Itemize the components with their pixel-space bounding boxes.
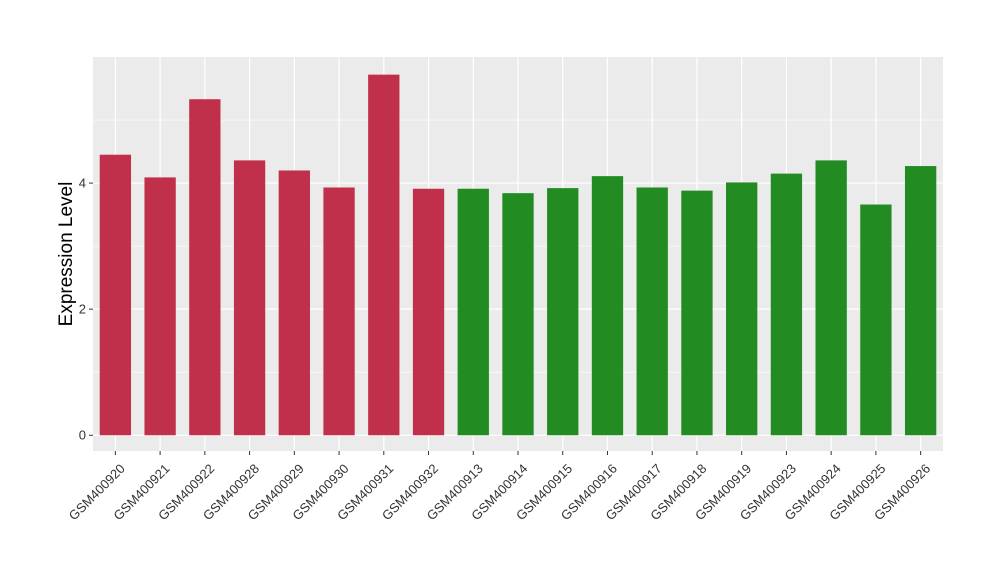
y-tick-label: 2 [79,302,86,317]
bar-GSM400929 [278,170,310,436]
bar-GSM400917 [636,187,668,436]
bars [99,74,937,436]
bar-GSM400930 [323,187,355,436]
y-tick-label: 0 [79,428,86,443]
y-axis-title: Expression Level [56,182,77,327]
bar-GSM400913 [457,188,489,436]
y-tick-label: 4 [79,176,86,191]
bar-GSM400918 [681,190,713,436]
bar-GSM400922 [189,99,221,436]
bar-GSM400920 [99,154,132,436]
bar-GSM400931 [368,74,400,436]
bar-GSM400923 [770,173,803,436]
bar-GSM400926 [904,166,937,436]
bar-GSM400932 [412,188,445,436]
bar-GSM400921 [144,177,176,436]
bar-GSM400914 [502,193,534,436]
bar-GSM400916 [591,176,624,436]
bar-GSM400919 [726,182,758,436]
bar-GSM400925 [860,204,892,436]
bar-GSM400928 [233,160,266,436]
bar-GSM400915 [547,188,579,436]
bar-GSM400924 [815,160,847,436]
